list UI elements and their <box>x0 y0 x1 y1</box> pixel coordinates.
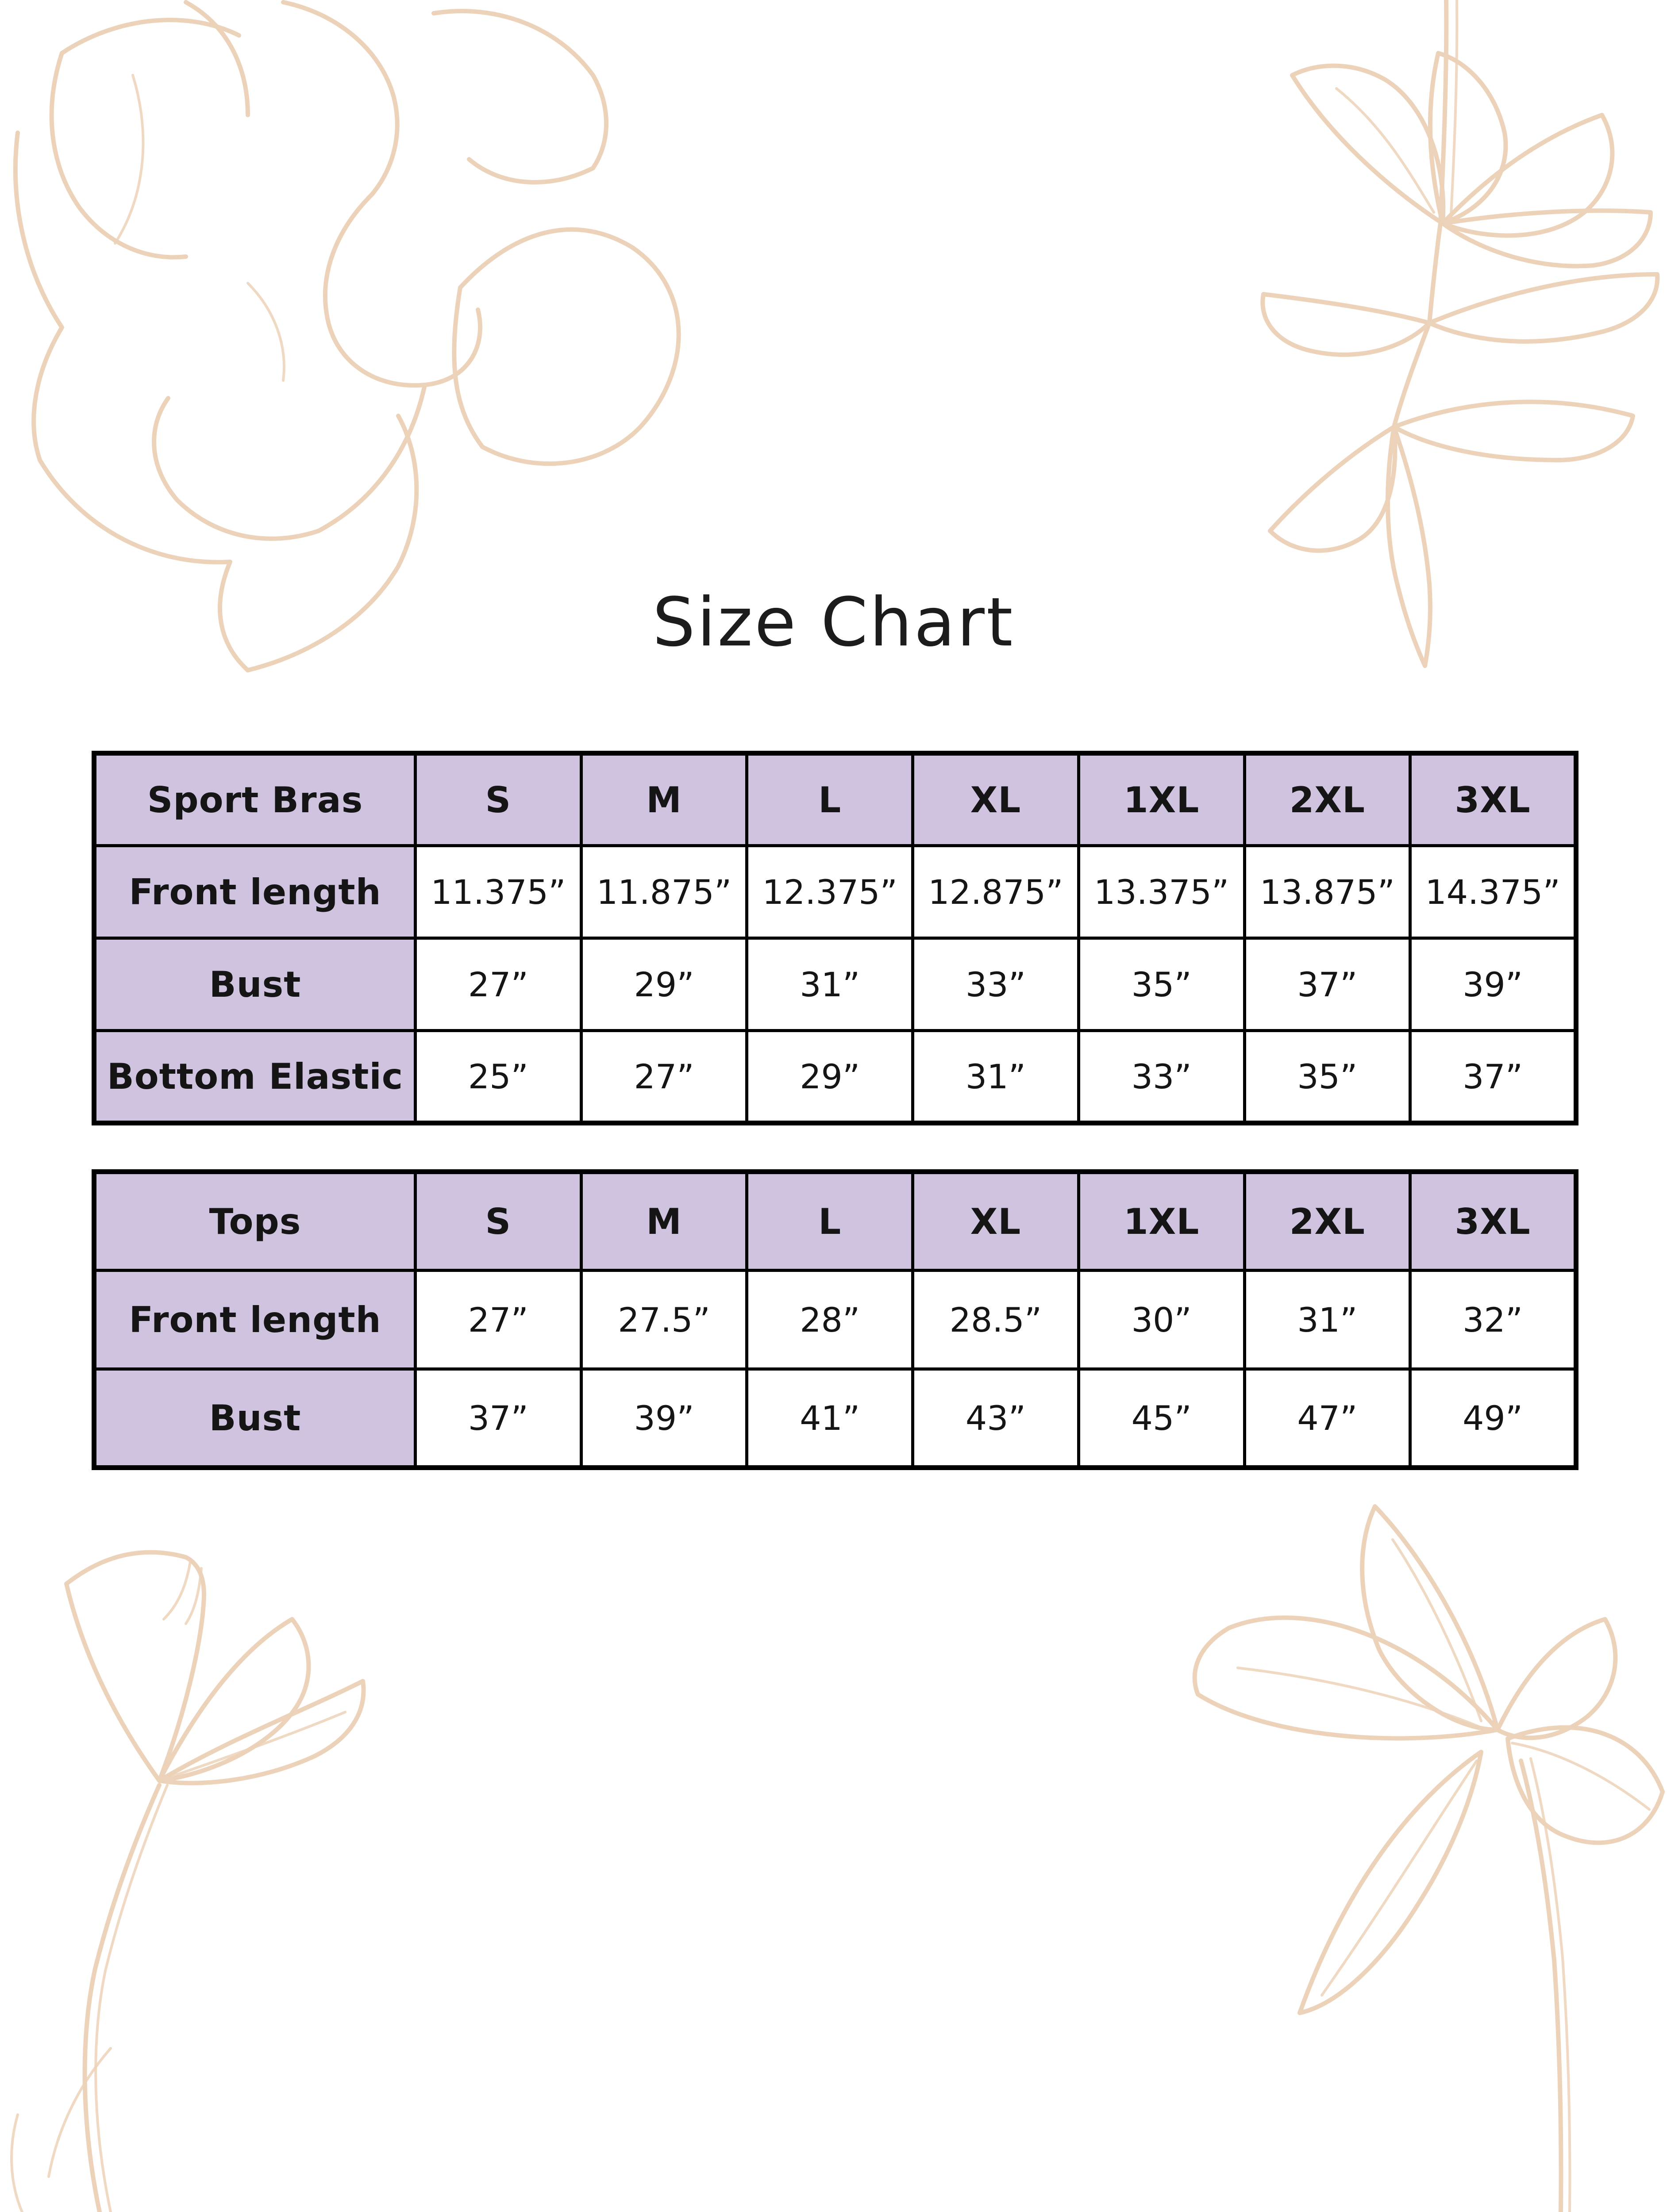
tops-measurement-cell: 28.5” <box>911 1269 1080 1371</box>
sport-bras-header-row: Sport Bras S M L XL 1XL 2XL 3XL <box>92 752 1578 847</box>
tops-size-header: L <box>745 1170 915 1272</box>
sport-bras-size-header: L <box>745 752 915 847</box>
tops-size-table: Tops S M L XL 1XL 2XL 3XL Front length 27” 27.5” 28… <box>92 1169 1578 1470</box>
sport-bras-measurement-cell: 29” <box>579 937 749 1032</box>
sport-bras-size-header: XL <box>911 752 1080 847</box>
sport-bras-row: Front length 11.375” 11.875” 12.375” 12.875”… <box>92 844 1578 940</box>
tops-size-header: XL <box>911 1170 1080 1272</box>
sport-bras-measurement-cell: 37” <box>1243 937 1412 1032</box>
sport-bras-measurement-cell: 13.875” <box>1243 844 1412 940</box>
tops-measurement-cell: 32” <box>1409 1269 1578 1371</box>
sport-bras-measurement-cell: 31” <box>911 1029 1080 1125</box>
tops-size-header: 2XL <box>1243 1170 1412 1272</box>
tops-measurement-cell: 30” <box>1077 1269 1246 1371</box>
sport-bras-size-header: 3XL <box>1409 752 1578 847</box>
sport-bras-measurement-cell: 27” <box>579 1029 749 1125</box>
sport-bras-size-header: 2XL <box>1243 752 1412 847</box>
tops-measurement-cell: 28” <box>745 1269 915 1371</box>
sport-bras-measurement-cell: 35” <box>1077 937 1246 1032</box>
sport-bras-measurement-cell: 12.375” <box>745 844 915 940</box>
sport-bras-row: Bottom Elastic 25” 27” 29” 31” 33” 35” 37” <box>92 1029 1578 1125</box>
tops-row: Bust 37” 39” 41” 43” 45” 47” 49” <box>92 1367 1578 1469</box>
tops-measurement-cell: 49” <box>1409 1367 1578 1469</box>
sport-bras-size-header: 1XL <box>1077 752 1246 847</box>
sport-bras-measurement-cell: 25” <box>414 1029 583 1125</box>
tops-size-header: M <box>579 1170 749 1272</box>
sport-bras-measurement-cell: 14.375” <box>1409 844 1578 940</box>
sport-bras-row: Bust 27” 29” 31” 33” 35” 37” 39” <box>92 937 1578 1032</box>
sport-bras-row-label: Bust <box>92 937 417 1032</box>
tops-measurement-cell: 31” <box>1243 1269 1412 1371</box>
sport-bras-measurement-cell: 29” <box>745 1029 915 1125</box>
bottom-right-flower-illustration <box>1192 1504 1665 2212</box>
sport-bras-measurement-cell: 11.375” <box>414 844 583 940</box>
sport-bras-measurement-cell: 33” <box>911 937 1080 1032</box>
tops-measurement-cell: 39” <box>579 1367 749 1469</box>
tops-measurement-cell: 37” <box>414 1367 583 1469</box>
sport-bras-measurement-cell: 33” <box>1077 1029 1246 1125</box>
sport-bras-size-table: Sport Bras S M L XL 1XL 2XL 3XL Front length 11.3… <box>92 751 1578 1125</box>
sport-bras-measurement-cell: 31” <box>745 937 915 1032</box>
tops-measurement-cell: 27” <box>414 1269 583 1371</box>
bottom-left-poppy-illustration <box>10 1550 366 2212</box>
tops-title-header: Tops <box>92 1170 417 1272</box>
sport-bras-row-label: Bottom Elastic <box>92 1029 417 1125</box>
top-left-peony-illustration <box>13 0 681 672</box>
tops-size-header: 1XL <box>1077 1170 1246 1272</box>
sport-bras-measurement-cell: 13.375” <box>1077 844 1246 940</box>
tops-row: Front length 27” 27.5” 28” 28.5” 30” 31” 32” <box>92 1269 1578 1371</box>
tops-measurement-cell: 43” <box>911 1367 1080 1469</box>
sport-bras-row-label: Front length <box>92 844 417 940</box>
sport-bras-measurement-cell: 27” <box>414 937 583 1032</box>
tops-row-label: Front length <box>92 1269 417 1371</box>
sport-bras-measurement-cell: 12.875” <box>911 844 1080 940</box>
sport-bras-measurement-cell: 37” <box>1409 1029 1578 1125</box>
tops-measurement-cell: 27.5” <box>579 1269 749 1371</box>
top-right-leaf-branch-illustration <box>1260 0 1660 668</box>
tops-measurement-cell: 41” <box>745 1367 915 1469</box>
tops-header-row: Tops S M L XL 1XL 2XL 3XL <box>92 1170 1578 1272</box>
tops-row-label: Bust <box>92 1367 417 1469</box>
sport-bras-title-header: Sport Bras <box>92 752 417 847</box>
tops-measurement-cell: 47” <box>1243 1367 1412 1469</box>
sport-bras-size-header: S <box>414 752 583 847</box>
page-title: Size Chart <box>652 583 1015 661</box>
sport-bras-measurement-cell: 39” <box>1409 937 1578 1032</box>
sport-bras-size-header: M <box>579 752 749 847</box>
tops-measurement-cell: 45” <box>1077 1367 1246 1469</box>
sport-bras-measurement-cell: 11.875” <box>579 844 749 940</box>
tops-size-header: 3XL <box>1409 1170 1578 1272</box>
sport-bras-measurement-cell: 35” <box>1243 1029 1412 1125</box>
tops-size-header: S <box>414 1170 583 1272</box>
